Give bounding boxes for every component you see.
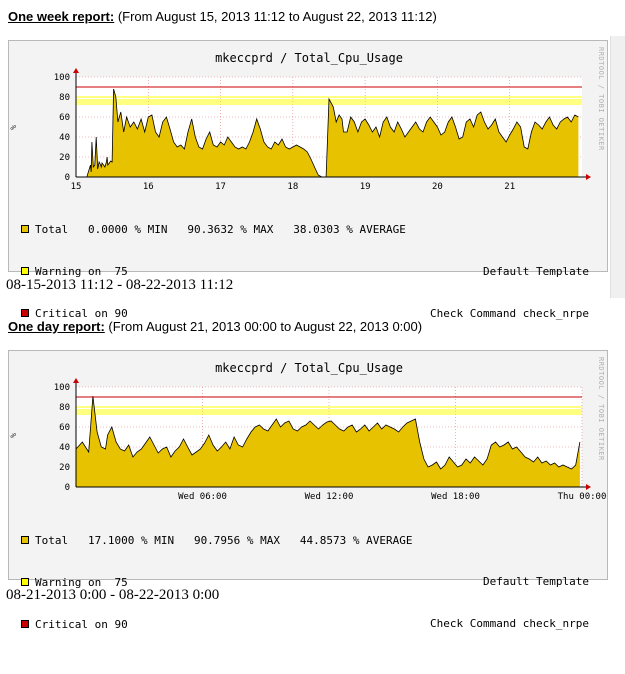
day-template-name: Default Template xyxy=(483,575,589,588)
week-report-range: (From August 15, 2013 11:12 to August 22… xyxy=(117,9,437,24)
week-check-command: Check Command check_nrpe xyxy=(430,307,589,320)
y-axis-arrow xyxy=(73,68,79,73)
vertical-scrollbar[interactable] xyxy=(610,36,625,298)
x-tick-label: 19 xyxy=(360,182,371,192)
y-tick-label: 100 xyxy=(54,73,70,83)
y-tick-label: 60 xyxy=(59,113,70,123)
y-tick-label: 20 xyxy=(59,463,70,473)
y-tick-label: 0 xyxy=(65,173,70,183)
day-report-header: One day report: (From August 21, 2013 00… xyxy=(8,319,422,334)
y-tick-label: 0 xyxy=(65,483,70,493)
day-range-text: 08-21-2013 0:00 - 08-22-2013 0:00 xyxy=(6,587,220,603)
week-chart-title: mkeccprd / Total_Cpu_Usage xyxy=(215,51,403,65)
y-tick-label: 80 xyxy=(59,403,70,413)
week-template-info: Default Template Check Command check_nrp… xyxy=(430,237,589,349)
week-legend: Total 0.0000 % MIN 90.3632 % MAX 38.0303… xyxy=(21,195,406,349)
week-range-text: 08-15-2013 11:12 - 08-22-2013 11:12 xyxy=(6,277,234,293)
day-legend: Total 17.1000 % MIN 90.7956 % MAX 44.857… xyxy=(21,506,413,660)
week-report-header: One week report: (From August 15, 2013 1… xyxy=(8,9,437,24)
x-tick-label: Wed 06:00 xyxy=(178,492,227,502)
day-chart-title: mkeccprd / Total_Cpu_Usage xyxy=(215,361,403,375)
day-cpu-chart: 0 20 40 60 80 100 Wed 06:00 Wed 12:00 Wed 18:00 T… xyxy=(54,378,607,502)
day-report-range: (From August 21, 2013 00:00 to August 22… xyxy=(108,319,423,334)
y-axis-arrow xyxy=(73,378,79,383)
legend-total-swatch xyxy=(21,536,29,544)
y-tick-label: 80 xyxy=(59,93,70,103)
legend-critical-text: Critical on 90 xyxy=(35,618,128,631)
legend-total: Total 17.1000 % MIN 90.7956 % MAX 44.857… xyxy=(21,534,413,548)
legend-critical-swatch xyxy=(21,309,29,317)
y-tick-label: 20 xyxy=(59,153,70,163)
x-axis-arrow xyxy=(586,174,591,180)
week-chart-panel: mkeccprd / Total_Cpu_Usage % 0 20 40 60 80 10… xyxy=(8,40,608,320)
legend-warning-swatch xyxy=(21,267,29,275)
legend-total: Total 0.0000 % MIN 90.3632 % MAX 38.0303… xyxy=(21,223,406,237)
y-tick-label: 40 xyxy=(59,443,70,453)
legend-critical: Critical on 90 xyxy=(21,618,128,632)
legend-critical-text: Critical on 90 xyxy=(35,307,128,320)
y-tick-label: 40 xyxy=(59,133,70,143)
rrdtool-watermark: RRDTOOL / TOBI OETIKER xyxy=(597,47,605,151)
x-tick-label: 15 xyxy=(71,182,82,192)
y-tick-label: 60 xyxy=(59,423,70,433)
day-report-label: One day report: xyxy=(8,319,105,334)
legend-total-text: Total 0.0000 % MIN 90.3632 % MAX 38.0303… xyxy=(35,223,406,236)
legend-warning-text: Warning on 75 xyxy=(35,265,128,278)
x-tick-label: 17 xyxy=(215,182,226,192)
week-template-name: Default Template xyxy=(483,265,589,278)
legend-critical: Critical on 90 xyxy=(21,307,128,321)
rrdtool-watermark: RRDTOOL / TOBI OETIKER xyxy=(597,357,605,461)
legend-total-swatch xyxy=(21,225,29,233)
x-tick-label: Wed 18:00 xyxy=(431,492,480,502)
series-total-area xyxy=(76,396,580,487)
day-check-command: Check Command check_nrpe xyxy=(430,617,589,630)
x-tick-label: 16 xyxy=(143,182,154,192)
legend-critical-swatch xyxy=(21,620,29,628)
series-total-area xyxy=(76,89,579,177)
day-template-info: Default Template Check Command check_nrp… xyxy=(430,547,589,659)
week-report-label: One week report: xyxy=(8,9,115,24)
legend-warning-swatch xyxy=(21,578,29,586)
legend-total-text: Total 17.1000 % MIN 90.7956 % MAX 44.857… xyxy=(35,534,413,547)
legend-warning: Warning on 75 xyxy=(21,265,128,279)
day-chart-panel: mkeccprd / Total_Cpu_Usage % 0 20 40 60 80 10… xyxy=(8,350,608,631)
x-tick-label: 18 xyxy=(287,182,298,192)
series-total-line xyxy=(76,88,579,178)
legend-warning: Warning on 75 xyxy=(21,576,128,590)
y-tick-label: 100 xyxy=(54,383,70,393)
x-axis-arrow xyxy=(586,484,591,490)
x-tick-label: 21 xyxy=(504,182,515,192)
x-tick-label: Thu 00:00 xyxy=(558,492,607,502)
legend-warning-text: Warning on 75 xyxy=(35,576,128,589)
week-cpu-chart: 0 20 40 60 80 100 15 16 17 18 19 20 21 xyxy=(54,68,591,192)
series-total-line xyxy=(75,395,581,470)
x-tick-label: Wed 12:00 xyxy=(305,492,354,502)
x-tick-label: 20 xyxy=(432,182,443,192)
